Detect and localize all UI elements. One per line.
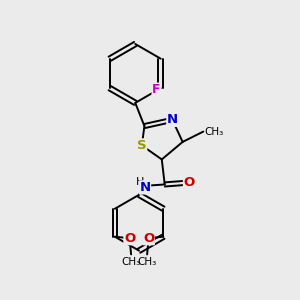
Text: N: N — [140, 181, 151, 194]
Text: N: N — [167, 113, 178, 126]
Text: O: O — [124, 232, 135, 245]
Text: CH₃: CH₃ — [205, 127, 224, 136]
Text: O: O — [143, 232, 154, 245]
Text: CH₃: CH₃ — [137, 257, 157, 267]
Text: CH₃: CH₃ — [122, 257, 141, 267]
Text: F: F — [152, 83, 160, 96]
Text: H: H — [136, 177, 144, 187]
Text: O: O — [184, 176, 195, 190]
Text: S: S — [137, 139, 147, 152]
